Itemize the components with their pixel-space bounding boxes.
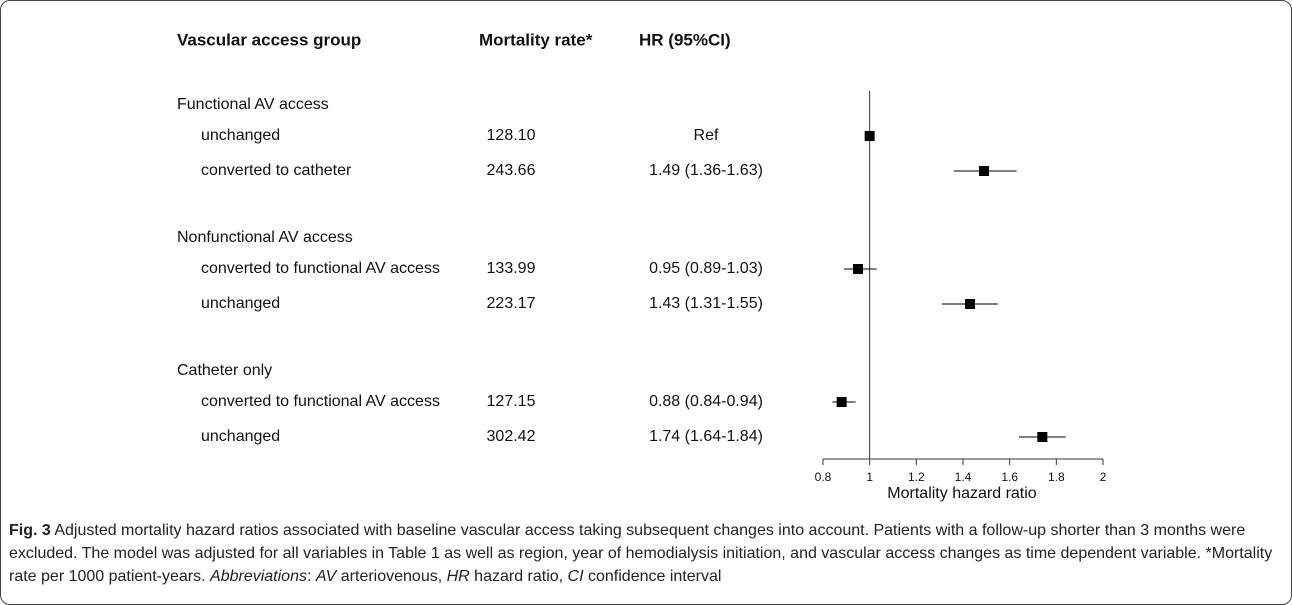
row-label: unchanged <box>201 428 280 445</box>
hazard-ratio-point <box>853 264 863 274</box>
caption-text: hazard ratio, <box>469 568 568 585</box>
hazard-ratio-point <box>965 299 975 309</box>
caption: Fig. 3 Adjusted mortality hazard ratios … <box>9 519 1285 588</box>
group-label: Functional AV access <box>177 96 329 113</box>
row-label: converted to functional AV access <box>201 393 440 410</box>
hr-label: 0.95 (0.89-1.03) <box>649 260 763 277</box>
hazard-ratio-point <box>864 131 875 141</box>
x-tick-label: 1 <box>866 470 873 484</box>
x-axis-label: Mortality hazard ratio <box>887 485 1036 502</box>
x-tick-label: 1.8 <box>1048 470 1065 484</box>
column-header: Vascular access group <box>177 30 361 49</box>
row-label: converted to functional AV access <box>201 260 440 277</box>
caption-text: : <box>306 568 316 585</box>
x-tick-label: 0.8 <box>815 470 832 484</box>
caption-text: confidence interval <box>583 568 722 585</box>
hr-label: 0.88 (0.84-0.94) <box>649 393 763 410</box>
row-label: unchanged <box>201 295 280 312</box>
mortality-rate: 127.15 <box>487 393 536 410</box>
caption-text: Fig. 3 <box>9 522 51 539</box>
column-header: Mortality rate* <box>479 30 593 49</box>
x-tick-label: 2 <box>1100 470 1107 484</box>
hazard-ratio-point <box>979 166 989 176</box>
mortality-rate: 243.66 <box>487 162 536 179</box>
mortality-rate: 223.17 <box>487 295 536 312</box>
caption-text: AV <box>315 568 337 585</box>
group-label: Nonfunctional AV access <box>177 229 353 246</box>
hr-label: 1.49 (1.36-1.63) <box>649 162 763 179</box>
caption-text: CI <box>567 568 584 585</box>
row-label: unchanged <box>201 127 280 144</box>
hr-label: 1.43 (1.31-1.55) <box>649 295 763 312</box>
hr-label: Ref <box>694 127 719 144</box>
x-tick-label: 1.4 <box>955 470 972 484</box>
mortality-rate: 302.42 <box>487 428 536 445</box>
x-tick-label: 1.6 <box>1001 470 1018 484</box>
hr-label: 1.74 (1.64-1.84) <box>649 428 763 445</box>
hazard-ratio-point <box>1037 432 1048 442</box>
caption-text: HR <box>446 568 470 585</box>
mortality-rate: 128.10 <box>487 127 536 144</box>
hazard-ratio-point <box>836 397 847 407</box>
caption-text: Abbreviations <box>210 568 307 585</box>
row-label: converted to catheter <box>201 162 352 179</box>
group-label: Catheter only <box>177 362 272 379</box>
column-header: HR (95%CI) <box>639 30 731 49</box>
x-tick-label: 1.2 <box>908 470 925 484</box>
caption-text: arteriovenous, <box>336 568 447 585</box>
forest-plot: Vascular access group Mortality rate* HR… <box>177 30 1107 502</box>
mortality-rate: 133.99 <box>487 260 536 277</box>
caption-text: Adjusted mortality hazard ratios associa… <box>9 522 1273 585</box>
